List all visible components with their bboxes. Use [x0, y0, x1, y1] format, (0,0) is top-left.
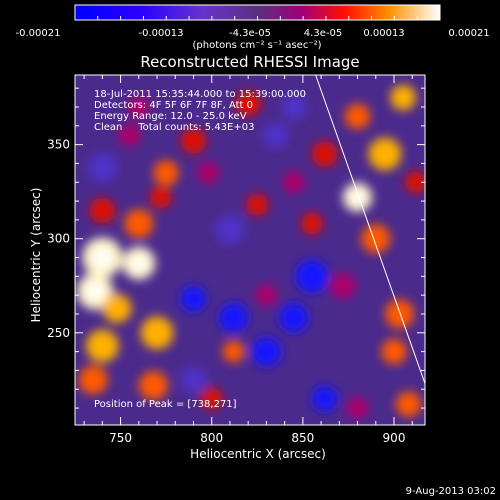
heatmap-blob	[381, 338, 407, 365]
x-tick-label: 850	[291, 431, 314, 445]
annotation-clean: Clean Total counts: 5.43E+03	[94, 122, 254, 133]
heatmap-blob	[301, 212, 323, 235]
heatmap-blob-core	[131, 255, 147, 271]
colorbar-tick-label: 4.3e-05	[304, 28, 342, 39]
heatmap-blob	[235, 90, 261, 116]
heatmap-blob	[200, 387, 223, 410]
heatmap-blob	[127, 96, 150, 118]
annotation-time: 18-Jul-2011 15:35:44.000 to 15:39:00.000	[94, 89, 306, 100]
heatmap-blob	[404, 171, 425, 194]
footer-date: 9-Aug-2013 03:02	[406, 486, 496, 497]
heatmap-blob	[344, 103, 371, 130]
y-axis-title: Heliocentric Y (arcsec)	[29, 188, 43, 323]
x-tick-label: 800	[200, 431, 223, 445]
heatmap-blob	[311, 385, 338, 412]
heatmap-blob	[180, 367, 207, 393]
heatmap-blob	[85, 329, 119, 363]
plot-area: 750 800 850 900 250 300 350	[47, 74, 426, 445]
heatmap-blob	[262, 122, 289, 148]
colorbar-unit-label: (photons cm⁻² s⁻¹ asec⁻²)	[192, 40, 321, 51]
y-tick-label: 250	[47, 326, 70, 340]
heatmap-blob	[124, 209, 154, 239]
x-tick-label: 750	[109, 431, 132, 445]
heatmap-blob	[395, 391, 422, 418]
colorbar-tick-label: -0.00021	[16, 28, 61, 39]
heatmap-blob	[140, 316, 174, 350]
heatmap-blob	[390, 84, 416, 111]
colorbar: -0.00021 -0.00013 -4.3e-05 4.3e-05 0.00013 0.…	[16, 4, 490, 51]
heatmap-blob	[282, 171, 305, 194]
heatmap-blob	[87, 152, 117, 182]
annotation-detectors: Detectors: 4F 5F 6F 7F 8F, Att 0	[94, 100, 253, 111]
heatmap-layer	[76, 84, 425, 420]
heatmap-blob	[311, 141, 338, 167]
heatmap-blob-core	[350, 190, 365, 204]
heatmap-blob	[361, 224, 391, 254]
heatmap-blob	[246, 193, 269, 216]
heatmap-blob	[255, 284, 278, 307]
heatmap-blob	[222, 340, 245, 363]
heatmap-blob	[346, 397, 369, 420]
heatmap-blob	[138, 370, 168, 401]
heatmap-blob	[280, 94, 307, 120]
colorbar-tick-label: 0.00013	[363, 28, 404, 39]
heatmap-blob	[368, 137, 402, 171]
solar-limb-line	[315, 75, 425, 384]
heatmap-blob	[102, 293, 132, 323]
annotation-block: 18-Jul-2011 15:35:44.000 to 15:39:00.000…	[94, 89, 306, 133]
y-tick-label: 350	[47, 138, 70, 152]
annotation-energy: Energy Range: 12.0 - 25.0 keV	[94, 111, 247, 122]
x-axis-title: Heliocentric X (arcsec)	[190, 447, 326, 461]
heatmap-blob	[330, 272, 356, 299]
heatmap-blob	[149, 186, 172, 209]
y-tick-label: 300	[47, 232, 70, 246]
colorbar-tick-label: -4.3e-05	[229, 28, 271, 39]
colorbar-tick-label: 0.00021	[448, 28, 489, 39]
heatmap-blob	[215, 214, 245, 244]
heatmap-blob	[384, 299, 415, 329]
axis-ticks: 750 800 850 900 250 300 350	[47, 75, 425, 445]
colorbar-ticks: -0.00021 -0.00013 -4.3e-05 4.3e-05 0.00013 0.…	[16, 16, 490, 39]
chart-title: Reconstructed RHESSI Image	[140, 53, 359, 71]
heatmap-blob	[295, 259, 329, 293]
x-tick-label: 900	[383, 431, 406, 445]
heatmap-blob	[89, 197, 116, 224]
heatmap-blob	[153, 160, 179, 186]
heatmap-blob	[118, 124, 141, 147]
heatmap-blob	[279, 303, 309, 333]
plot-frame	[74, 74, 426, 426]
heatmap-blob-core	[93, 248, 112, 267]
heatmap-blob	[251, 337, 281, 367]
heatmap-blob	[197, 161, 220, 184]
heatmap-blob-core	[86, 283, 104, 300]
heatmap-blob	[180, 128, 207, 154]
peak-position-label: Position of Peak = [738,271]	[94, 399, 237, 410]
heatmap-blob	[180, 286, 207, 312]
heatmap-blob	[78, 365, 108, 395]
heatmap-blob	[219, 303, 249, 333]
colorbar-tick-label: -0.00013	[139, 28, 184, 39]
